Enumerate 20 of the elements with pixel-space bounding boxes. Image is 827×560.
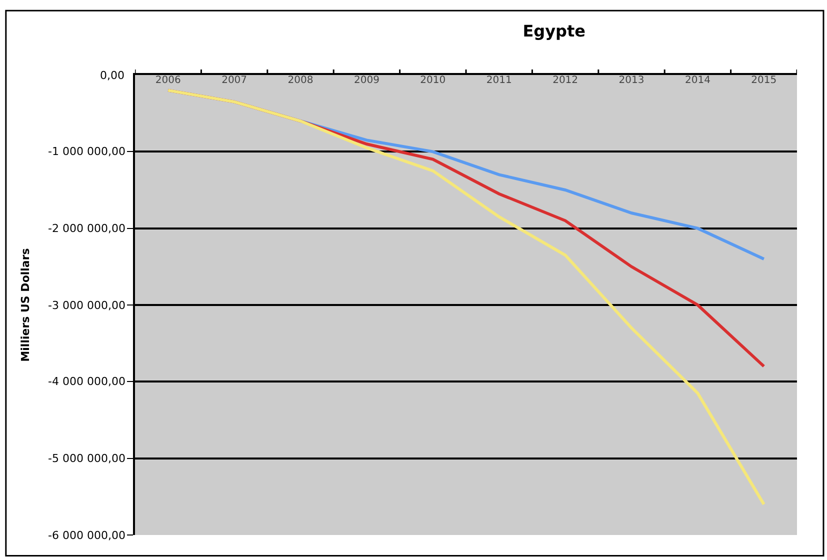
y-tick-label: -5 000 000,00 [48, 452, 126, 465]
y-tick-label: -6 000 000,00 [48, 529, 126, 542]
x-tick-label: 2008 [288, 75, 314, 86]
x-tick-label: 2006 [155, 75, 181, 86]
x-tick-label: 2015 [751, 75, 777, 86]
x-tick-label: 2013 [618, 75, 644, 86]
y-axis-title: Milliers US Dollars [19, 248, 32, 362]
y-tick-label: -3 000 000,00 [48, 299, 126, 312]
y-tick-label: 0,00 [100, 69, 124, 82]
x-tick-label: 2011 [486, 75, 512, 86]
x-tick-label: 2007 [222, 75, 248, 86]
line-series [166, 88, 766, 506]
chart-title: Egypte [522, 21, 586, 40]
x-tick-label: 2014 [684, 75, 710, 86]
x-tick-label: 2012 [552, 75, 578, 86]
y-tick-label: -2 000 000,00 [48, 222, 126, 235]
x-tick-label: 2010 [420, 75, 446, 86]
y-tick-label: -1 000 000,00 [48, 145, 126, 158]
x-tick-label: 2009 [354, 75, 380, 86]
y-tick-label: -4 000 000,00 [48, 375, 126, 388]
